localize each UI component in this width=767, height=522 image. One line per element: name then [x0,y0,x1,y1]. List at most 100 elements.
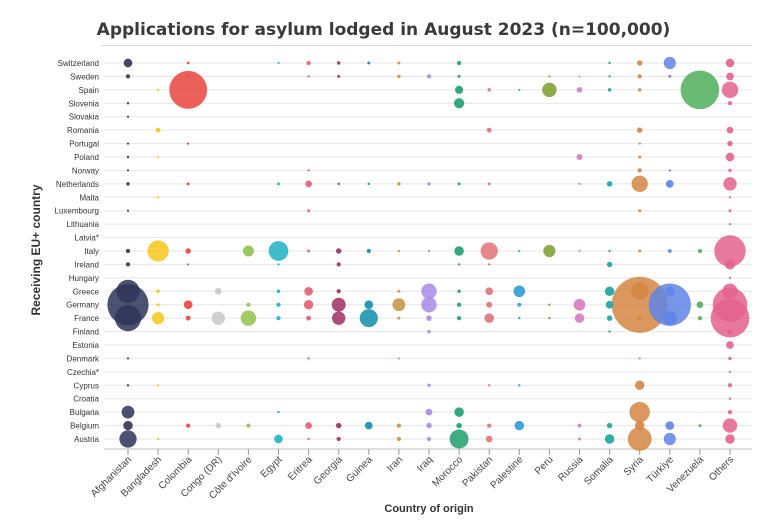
y-tick-czechia: Czechia* [67,368,99,377]
bubble-france-turkiye [662,310,678,326]
bubble-netherlands-guinea [367,182,371,186]
y-tick-austria: Austria [74,435,99,444]
bubble-germany-guinea [364,300,374,310]
bubble-switzerland-afghanistan [123,58,133,68]
bubble-italy-pakistan [480,242,498,260]
bubble-belgium-cote-d-ivoire [246,423,251,428]
x-tick-peru: Peru [533,454,556,477]
bubble-france-georgia [332,311,346,325]
y-tick-ireland: Ireland [75,260,99,269]
bubble-germany-iran [392,298,406,312]
bubble-czechia-others [728,370,732,373]
bubble-sweden-syria [637,74,642,79]
bubble-germany-russia [573,298,586,311]
y-tick-belgium: Belgium [70,422,99,431]
bubble-italy-iran [397,249,401,253]
bubble-germany-colombia [183,300,193,310]
bubble-spain-peru [542,82,557,98]
x-tick-morocco: Morocco [430,454,465,489]
bubble-belgium-somalia [606,422,613,429]
bubble-portugal-colombia [186,142,190,145]
bubble-greece-pakistan [485,287,494,296]
bubble-netherlands-russia [578,182,581,186]
y-tick-poland: Poland [74,153,99,162]
bubble-austria-somalia [604,434,615,444]
bubble-france-colombia [185,315,191,321]
bubble-switzerland-colombia [186,61,190,65]
bubble-germany-palestine [517,302,522,307]
y-tick-denmark: Denmark [67,354,100,363]
bubble-italy-venezuela [697,248,703,254]
bubble-spain-bangladesh [157,88,160,91]
bubble-romania-bangladesh [155,127,161,133]
bubble-france-iran [397,316,401,320]
bubble-portugal-afghanistan [126,142,130,145]
bubble-slovenia-afghanistan [126,102,130,105]
bubble-switzerland-syria [636,60,643,66]
x-tick-eritrea: Eritrea [286,454,315,483]
bubble-spain-others [721,81,739,99]
bubble-france-guinea [359,309,378,328]
bubble-austria-pakistan [485,435,493,443]
bubble-france-bangladesh [151,312,165,325]
bubble-austria-others [725,434,735,444]
bubble-sweden-iraq [426,74,432,79]
title-divider [102,45,752,46]
bubble-luxembourg-syria [638,209,642,213]
bubble-netherlands-morocco [457,182,461,186]
bubble-bulgaria-others [727,410,733,415]
bubble-cyprus-bangladesh [157,384,160,387]
bubble-denmark-eritrea [307,357,310,360]
y-tick-netherlands: Netherlands [56,180,99,189]
bubble-denmark-iran [397,357,400,360]
y-tick-germany: Germany [66,301,99,310]
bubble-belgium-others [722,418,738,433]
bubble-italy-syria [638,249,642,253]
x-tick-somalia: Somalia [582,454,616,488]
bubble-romania-syria [636,127,643,133]
bubble-netherlands-colombia [186,182,190,186]
bubble-switzerland-turkiye [663,56,676,70]
bubble-italy-iraq [427,249,431,253]
bubble-austria-syria [627,427,652,451]
bubble-denmark-afghanistan [126,357,130,360]
bubble-netherlands-others [723,177,737,191]
bubble-romania-pakistan [486,127,492,133]
y-tick-lithuania: Lithuania [67,220,100,229]
bubble-greece-eritrea [304,286,313,296]
bubble-norway-others [728,168,732,173]
bubble-austria-georgia [336,436,341,442]
bubble-cyprus-iraq [427,383,431,388]
y-tick-croatia: Croatia [73,395,99,404]
bubble-latvia-others [728,236,732,239]
y-tick-slovenia: Slovenia [68,99,99,108]
bubble-denmark-syria [638,357,641,360]
bubble-greece-turkiye [665,286,675,297]
bubble-netherlands-pakistan [487,182,491,186]
bubble-greece-egypt [276,289,281,294]
bubble-greece-georgia [336,289,341,294]
bubble-austria-turkiye [663,432,676,446]
bubble-italy-georgia [335,248,342,254]
bubble-belgium-guinea [364,421,373,430]
bubble-germany-egypt [276,302,281,307]
bubble-cyprus-pakistan [487,384,491,387]
bubble-italy-turkiye [667,249,672,253]
bubble-greece-morocco [457,289,461,294]
bubble-cyprus-afghanistan [126,384,130,387]
y-tick-switzerland: Switzerland [58,59,99,68]
bubble-germany-turkiye [648,283,691,326]
bubble-switzerland-egypt [277,61,280,65]
bubble-italy-morocco [454,246,464,256]
bubble-italy-bangladesh [147,240,169,262]
bubble-italy-egypt [268,241,289,261]
bubble-greece-bangladesh [156,289,160,294]
bubble-spain-somalia [607,88,612,92]
bubble-malta-bangladesh [157,196,160,199]
bubble-netherlands-turkiye [665,179,674,188]
bubble-ireland-morocco [457,263,461,266]
bubble-portugal-syria [638,142,641,145]
bubble-spain-palestine [518,88,521,91]
bubble-netherlands-eritrea [305,180,312,188]
